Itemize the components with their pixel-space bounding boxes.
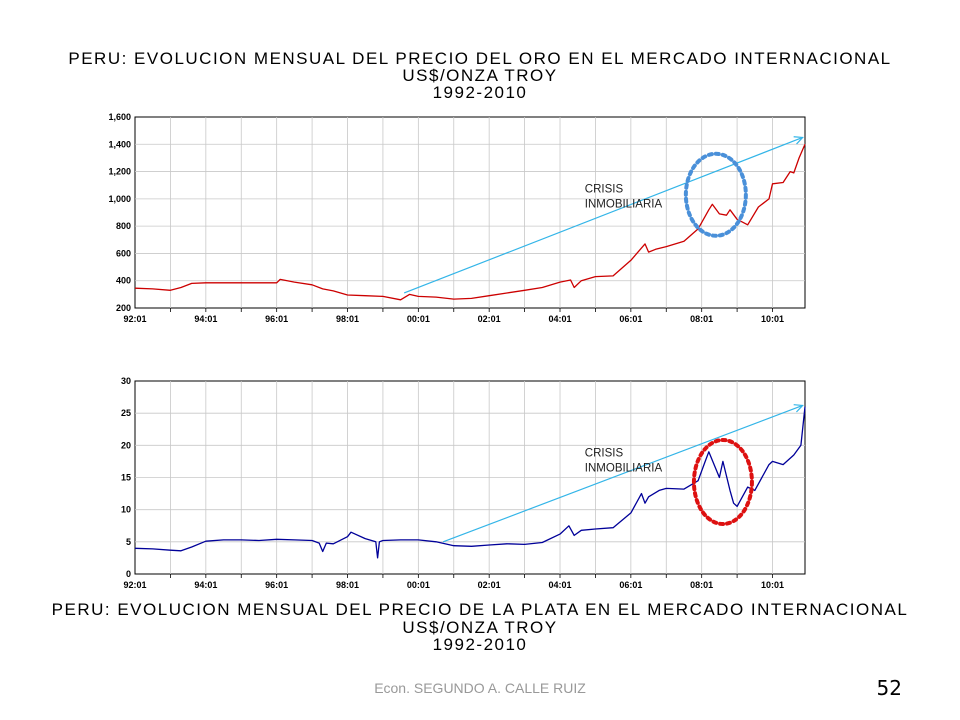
gold-y-tick-label: 1,200 <box>108 167 131 177</box>
silver-crisis-annotation: INMOBILIARIA <box>585 462 663 474</box>
silver-y-tick-label: 0 <box>126 569 131 579</box>
silver-y-tick-label: 25 <box>121 408 131 418</box>
gold-chart-subtitle: US$/ONZA TROY <box>402 66 558 85</box>
silver-chart-title: PERU: EVOLUCION MENSUAL DEL PRECIO DE LA… <box>51 600 909 619</box>
gold-y-tick-label: 1,400 <box>108 139 131 149</box>
gold-trend-arrowhead <box>793 136 804 145</box>
gold-x-tick-label: 98:01 <box>336 314 359 324</box>
gold-price-series-line <box>134 144 806 301</box>
silver-x-tick-label: 00:01 <box>407 580 430 590</box>
gold-x-tick-label: 06:01 <box>619 314 642 324</box>
gold-plot-area <box>134 116 806 309</box>
gold-crisis-annotation: INMOBILIARIA <box>585 199 663 211</box>
silver-x-tick-label: 06:01 <box>619 580 642 590</box>
silver-x-tick-label: 92:01 <box>123 580 146 590</box>
silver-trend-arrow <box>442 404 803 543</box>
silver-price-series-line <box>134 406 806 559</box>
silver-x-tick-label: 98:01 <box>336 580 359 590</box>
gold-y-tick-label: 200 <box>116 303 131 313</box>
silver-trend-arrowhead <box>793 404 804 413</box>
silver-crisis-annotation: CRISIS <box>585 447 624 459</box>
silver-y-tick-label: 30 <box>121 376 131 386</box>
gold-chart-period: 1992-2010 <box>432 83 528 102</box>
silver-crisis-highlight-circle <box>691 438 754 527</box>
silver-chart-period: 1992-2010 <box>432 635 528 654</box>
silver-y-tick-label: 20 <box>121 440 131 450</box>
silver-y-tick-label: 10 <box>121 505 131 515</box>
silver-x-tick-label: 08:01 <box>690 580 713 590</box>
gold-y-tick-label: 400 <box>116 276 131 286</box>
gold-crisis-annotation: CRISIS <box>585 184 624 196</box>
author-footer: Econ. SEGUNDO A. CALLE RUIZ <box>374 680 586 696</box>
gold-y-tick-label: 800 <box>116 221 131 231</box>
silver-y-tick-label: 15 <box>121 473 131 483</box>
gold-crisis-highlight-circle <box>683 151 748 238</box>
gold-x-tick-label: 04:01 <box>548 314 571 324</box>
silver-x-tick-label: 04:01 <box>548 580 571 590</box>
gold-y-tick-label: 1,000 <box>108 194 131 204</box>
page-number: 52 <box>876 676 902 700</box>
gold-x-tick-label: 00:01 <box>407 314 430 324</box>
silver-x-tick-label: 10:01 <box>761 580 784 590</box>
silver-x-tick-label: 96:01 <box>265 580 288 590</box>
silver-y-tick-label: 5 <box>126 537 131 547</box>
gold-x-tick-label: 02:01 <box>478 314 501 324</box>
silver-x-tick-label: 94:01 <box>194 580 217 590</box>
gold-x-tick-label: 92:01 <box>123 314 146 324</box>
gold-x-tick-label: 96:01 <box>265 314 288 324</box>
gold-x-tick-label: 10:01 <box>761 314 784 324</box>
gold-y-tick-label: 600 <box>116 248 131 258</box>
gold-x-tick-label: 08:01 <box>690 314 713 324</box>
gold-x-tick-label: 94:01 <box>194 314 217 324</box>
silver-x-tick-label: 02:01 <box>478 580 501 590</box>
gold-chart-title: PERU: EVOLUCION MENSUAL DEL PRECIO DEL O… <box>68 49 892 68</box>
silver-chart-subtitle: US$/ONZA TROY <box>402 618 558 637</box>
gold-y-tick-label: 1,600 <box>108 112 131 122</box>
